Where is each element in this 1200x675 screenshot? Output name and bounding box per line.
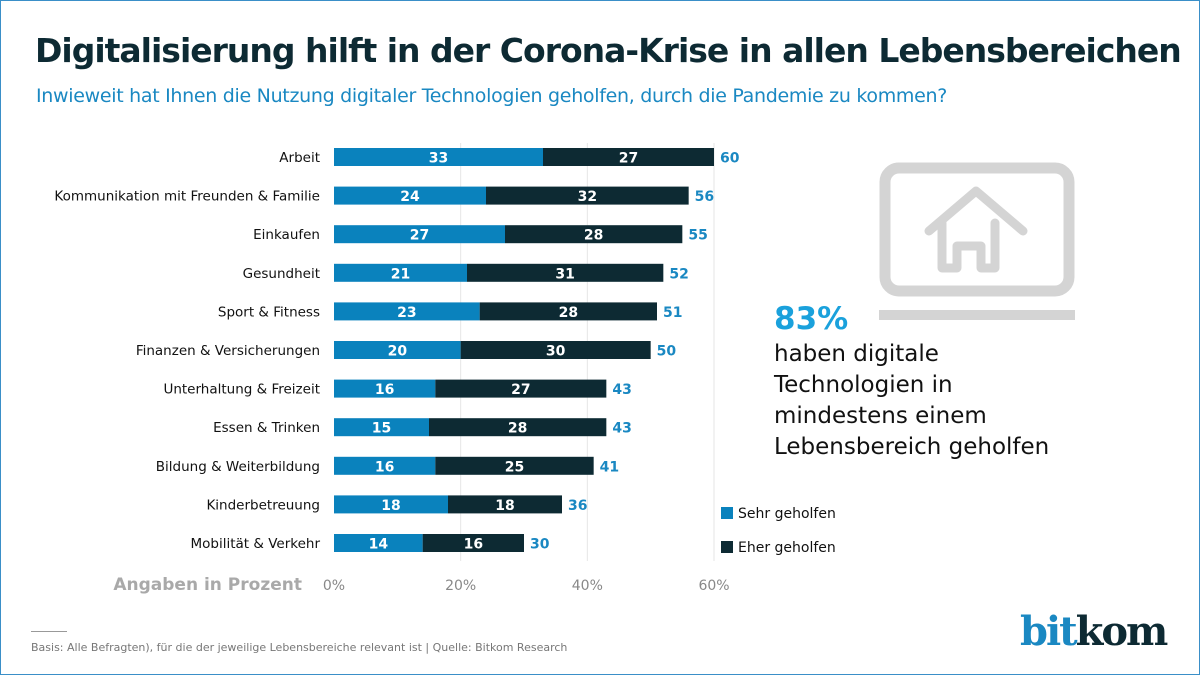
legend-swatch	[721, 541, 733, 553]
footnote: Basis: Alle Befragten), für die der jewe…	[31, 641, 568, 654]
data-label: 31	[555, 266, 574, 282]
total-label: 43	[612, 382, 631, 398]
category-label: Einkaufen	[253, 227, 320, 243]
x-tick-label: 20%	[445, 578, 476, 594]
footnote-divider	[31, 631, 67, 632]
x-tick-label: 0%	[323, 578, 345, 594]
data-label: 16	[464, 537, 483, 553]
total-label: 60	[720, 151, 740, 167]
category-label: Unterhaltung & Freizeit	[163, 382, 320, 398]
bitkom-logo: bitkom	[1020, 608, 1168, 655]
data-label: 27	[410, 228, 429, 244]
total-label: 55	[688, 228, 707, 244]
bar-segment	[460, 341, 651, 359]
bar-segment	[435, 379, 607, 398]
bar-segment	[467, 263, 664, 282]
data-label: 33	[429, 151, 448, 167]
legend-label: Sehr geholfen	[738, 506, 836, 522]
bar-segment	[422, 534, 524, 552]
bar-segment	[429, 418, 607, 437]
data-label: 28	[508, 421, 527, 437]
total-label: 56	[695, 189, 714, 205]
total-label: 36	[568, 498, 587, 514]
data-label: 27	[511, 382, 530, 398]
category-label: Gesundheit	[243, 266, 320, 282]
highlight-value: 83%	[774, 301, 849, 337]
category-label: Kinderbetreuung	[206, 497, 320, 513]
data-label: 18	[495, 498, 514, 514]
category-label: Mobilität & Verkehr	[191, 536, 321, 552]
bar-segment	[334, 186, 486, 205]
total-label: 50	[657, 344, 677, 360]
x-tick-label: 60%	[698, 578, 729, 594]
data-label: 21	[391, 266, 410, 282]
data-label: 16	[375, 382, 394, 398]
bar-segment	[448, 495, 562, 514]
category-label: Kommunikation mit Freunden & Familie	[54, 189, 320, 205]
data-label: 15	[372, 421, 391, 437]
bar-segment	[543, 148, 714, 166]
data-label: 32	[578, 189, 597, 205]
bar-segment	[486, 186, 689, 205]
x-axis-label: Angaben in Prozent	[113, 575, 302, 595]
total-label: 41	[600, 459, 619, 475]
category-label: Finanzen & Versicherungen	[136, 343, 320, 359]
data-label: 14	[369, 537, 389, 553]
bar-segment	[334, 341, 461, 359]
x-tick-label: 40%	[572, 578, 603, 594]
bar-segment	[334, 534, 423, 552]
total-label: 43	[612, 421, 631, 437]
bar-segment	[334, 302, 480, 321]
category-label: Bildung & Weiterbildung	[156, 459, 320, 475]
data-label: 30	[546, 344, 566, 360]
data-label: 27	[619, 151, 638, 167]
bar-segment	[334, 456, 436, 475]
bar-segment	[505, 225, 683, 244]
laptop-home-icon	[879, 162, 1075, 320]
total-label: 30	[530, 537, 550, 553]
bar-segment	[334, 148, 543, 166]
category-label: Essen & Trinken	[213, 420, 320, 436]
bar-segment	[334, 263, 467, 282]
category-label: Sport & Fitness	[218, 304, 320, 320]
page-subtitle: Inwieweit hat Ihnen die Nutzung digitale…	[36, 85, 948, 107]
page-title: Digitalisierung hilft in der Corona-Kris…	[35, 31, 1182, 70]
bar-segment	[334, 495, 448, 514]
data-label: 28	[559, 305, 578, 321]
legend-label: Eher geholfen	[738, 540, 836, 556]
data-label: 20	[388, 344, 408, 360]
data-label: 18	[381, 498, 400, 514]
data-label: 23	[397, 305, 416, 321]
bar-segment	[479, 302, 657, 321]
category-label: Arbeit	[279, 150, 320, 166]
legend-swatch	[721, 507, 733, 519]
data-label: 28	[584, 228, 603, 244]
bar-segment	[334, 225, 505, 244]
bar-segment	[334, 418, 429, 437]
data-label: 25	[505, 459, 524, 475]
bar-segment	[334, 379, 436, 398]
legend-item-sehr: Sehr geholfen	[721, 506, 836, 522]
total-label: 51	[663, 305, 682, 321]
highlight-text: haben digitale Technologien in mindesten…	[774, 341, 1050, 460]
data-label: 24	[400, 189, 420, 205]
legend-item-eher: Eher geholfen	[721, 540, 836, 556]
bar-segment	[435, 456, 594, 475]
data-label: 16	[375, 459, 394, 475]
total-label: 52	[669, 266, 688, 282]
